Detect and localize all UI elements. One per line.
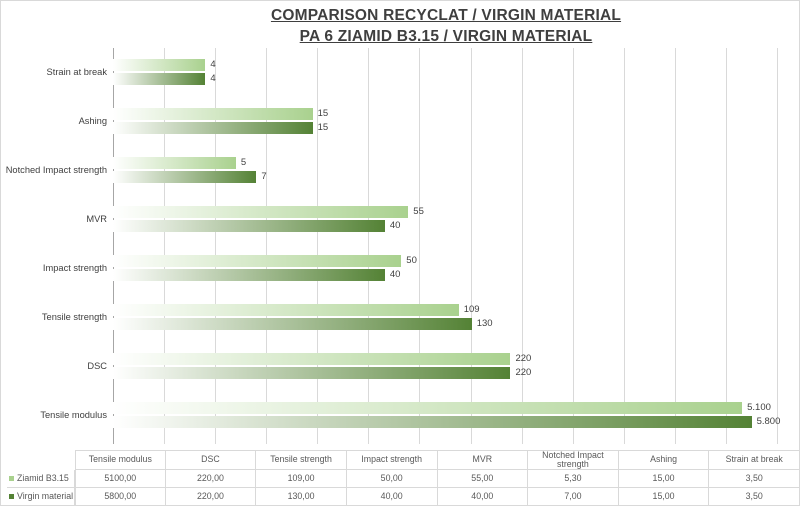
value-gridline — [164, 48, 166, 444]
legend-swatch-ziamid — [9, 476, 14, 481]
table-value-cell: 109,00 — [256, 470, 347, 488]
table-value-cell: 3,50 — [709, 488, 799, 505]
table-corner-cell — [7, 450, 75, 470]
data-table: Tensile modulus DSC Tensile strength Impact… — [7, 450, 799, 505]
value-gridline — [623, 48, 625, 444]
value-gridline — [521, 48, 523, 444]
value-gridline — [368, 48, 370, 444]
table-header-cell: Ashing — [618, 450, 710, 470]
bar-value-label: 50 — [406, 254, 417, 266]
bar-value-label: 4 — [210, 73, 216, 85]
bar-virgin — [113, 73, 206, 86]
category-label: Tensile modulus — [40, 409, 107, 420]
table-header-cell: Tensile strength — [256, 450, 347, 470]
series-name: Ziamid B3.15 — [17, 472, 69, 483]
legend-row-label: Ziamid B3.15 — [7, 470, 75, 488]
bar-value-label: 220 — [515, 366, 532, 378]
bar-value-label: 220 — [515, 352, 532, 364]
bar-value-label: 5.800 — [756, 415, 781, 427]
bar-ziamid — [113, 352, 511, 365]
category-label: Impact strength — [42, 262, 107, 273]
bar-value-label: 5 — [240, 157, 247, 169]
bar-value-label: 7 — [261, 171, 267, 183]
table-value-cell: 220,00 — [166, 488, 257, 505]
bar-ziamid — [113, 59, 206, 72]
chart-title-line2: PA 6 ZIAMID B3.15 / VIRGIN MATERIAL — [299, 28, 593, 45]
legend-row-label: Virgin material — [7, 488, 75, 505]
bar-value-label: 15 — [317, 122, 329, 134]
bar-value-label: 5.100 — [747, 401, 771, 413]
bar-ziamid — [113, 108, 313, 121]
table-value-cell: 50,00 — [346, 470, 438, 488]
table-header-cell: MVR — [437, 450, 529, 470]
bar-virgin — [113, 220, 385, 233]
bar-value-label: 109 — [463, 303, 480, 315]
table-value-cell: 40,00 — [438, 488, 529, 505]
category-label: DSC — [87, 360, 107, 371]
category-label: MVR — [86, 214, 107, 225]
bar-virgin — [113, 268, 385, 281]
bar-virgin — [113, 317, 472, 330]
value-gridline — [470, 48, 472, 444]
table-value-cell: 40,00 — [347, 488, 438, 505]
bar-virgin — [113, 366, 511, 379]
bar-value-label: 15 — [317, 108, 329, 120]
table-value-cell: 15,00 — [619, 488, 710, 505]
table-value-cell: 5,30 — [528, 470, 619, 488]
table-header-cell: Impact strength — [346, 450, 438, 470]
bar-ziamid — [113, 303, 459, 316]
table-value-cell: 3,50 — [709, 470, 799, 488]
table-header-cell: Strain at break — [709, 450, 799, 470]
bar-ziamid — [113, 254, 402, 267]
category-label: Strain at break — [46, 67, 107, 78]
legend-swatch-virgin — [9, 494, 14, 499]
table-value-cell: 15,00 — [618, 470, 710, 488]
value-gridline — [777, 48, 779, 444]
bar-virgin — [113, 122, 313, 135]
bar-value-label: 130 — [476, 317, 493, 329]
bar-value-label: 4 — [210, 59, 216, 71]
value-gridline — [572, 48, 574, 444]
value-gridline — [725, 48, 727, 444]
bar-value-label: 55 — [413, 206, 424, 218]
chart-title-line1: COMPARISON RECYCLAT / VIRGIN MATERIAL — [270, 7, 622, 24]
bar-value-label: 40 — [389, 268, 401, 280]
value-gridline — [419, 48, 421, 444]
value-gridline — [674, 48, 676, 444]
value-gridline — [215, 48, 217, 444]
category-axis-line — [113, 48, 114, 444]
bar-virgin — [113, 171, 257, 184]
table-header-cell: Notched Impact strength — [528, 450, 619, 470]
bar-ziamid — [113, 157, 236, 170]
bar-value-label: 40 — [389, 220, 401, 232]
value-gridline — [266, 48, 268, 444]
table-value-cell: 55,00 — [437, 470, 529, 488]
table-value-cell: 7,00 — [528, 488, 619, 505]
series-name: Virgin material — [17, 490, 74, 501]
bar-virgin — [113, 415, 752, 428]
table-value-cell: 220,00 — [165, 470, 257, 488]
category-label: Notched Impact strength — [5, 165, 107, 176]
bar-ziamid — [113, 401, 743, 414]
category-label: Ashing — [78, 116, 107, 127]
table-header-cell: DSC — [165, 450, 257, 470]
table-header-cell: Tensile modulus — [75, 450, 166, 470]
bar-ziamid — [113, 206, 409, 219]
category-label: Tensile strength — [41, 311, 107, 322]
table-value-cell: 5800,00 — [75, 488, 166, 505]
table-value-cell: 130,00 — [256, 488, 347, 505]
table-value-cell: 5100,00 — [75, 470, 166, 488]
value-gridline — [317, 48, 319, 444]
